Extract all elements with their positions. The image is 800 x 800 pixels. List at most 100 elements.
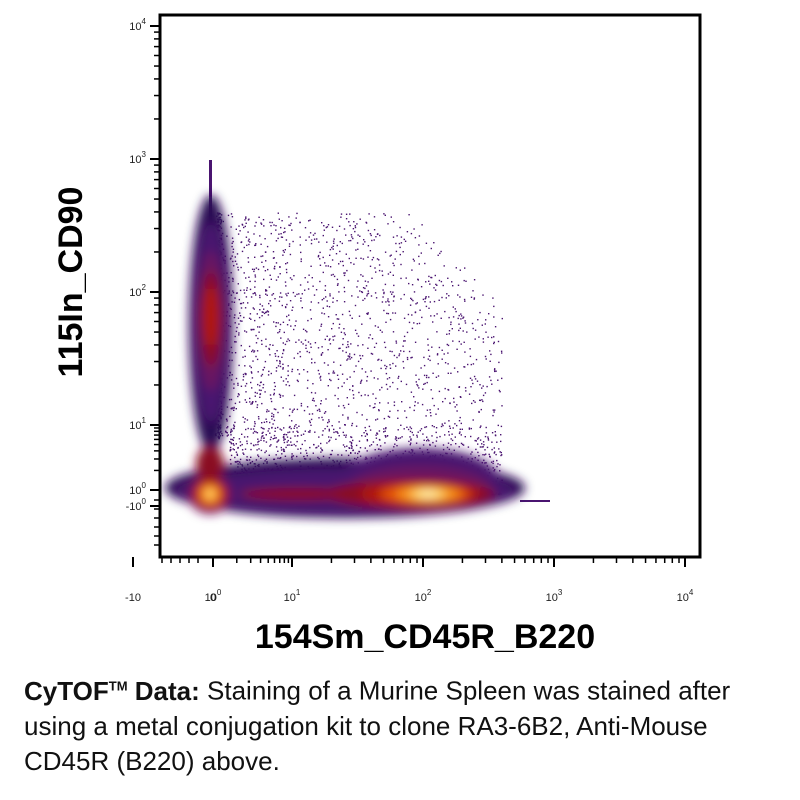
scatter-point: [436, 436, 438, 439]
scatter-point: [360, 257, 362, 259]
scatter-point: [275, 408, 277, 411]
scatter-point: [289, 300, 292, 302]
scatter-point: [239, 458, 242, 461]
scatter-point: [364, 394, 366, 396]
scatter-point: [329, 295, 331, 297]
scatter-point: [277, 450, 279, 452]
scatter-point: [279, 394, 282, 397]
scatter-point: [324, 411, 327, 413]
scatter-point: [416, 302, 418, 304]
scatter-point: [392, 362, 394, 365]
scatter-point: [329, 378, 331, 381]
scatter-point: [491, 432, 494, 434]
scatter-point: [258, 316, 261, 319]
scatter-point: [279, 361, 281, 363]
scatter-point: [327, 364, 329, 366]
scatter-point: [290, 427, 292, 430]
scatter-point: [343, 274, 346, 277]
scatter-point: [457, 317, 459, 320]
scatter-point: [255, 243, 257, 245]
scatter-point: [261, 373, 264, 376]
scatter-point: [234, 314, 236, 316]
scatter-point: [312, 452, 314, 454]
scatter-point: [259, 326, 261, 328]
scatter-point: [320, 354, 323, 356]
scatter-point: [277, 355, 280, 358]
scatter-point: [282, 342, 284, 344]
scatter-point: [348, 356, 351, 358]
scatter-point: [377, 378, 379, 380]
scatter-point: [348, 257, 350, 260]
scatter-point: [415, 381, 417, 383]
scatter-point: [235, 443, 237, 445]
scatter-point: [452, 306, 454, 308]
y-tick-label: 102: [129, 283, 146, 299]
scatter-point: [495, 370, 497, 372]
scatter-point: [331, 259, 334, 261]
scatter-point: [283, 439, 285, 441]
scatter-point: [328, 372, 330, 375]
scatter-point: [286, 340, 288, 343]
scatter-point: [244, 399, 246, 401]
scatter-point: [273, 434, 276, 437]
scatter-point: [256, 406, 258, 409]
scatter-point: [254, 280, 256, 283]
scatter-point: [253, 308, 255, 310]
scatter-point: [276, 350, 278, 352]
scatter-point: [270, 398, 272, 400]
scatter-point: [464, 320, 466, 322]
scatter-point: [454, 308, 456, 310]
scatter-point: [255, 294, 257, 296]
scatter-point: [241, 433, 243, 435]
scatter-point: [406, 331, 409, 334]
scatter-point: [259, 294, 261, 297]
scatter-point: [334, 394, 336, 397]
scatter-point: [250, 328, 252, 331]
scatter-point: [347, 358, 349, 360]
scatter-point: [260, 437, 263, 439]
scatter-point: [320, 323, 323, 325]
scatter-point: [254, 286, 256, 288]
scatter-point: [411, 298, 413, 301]
scatter-point: [448, 316, 450, 319]
scatter-point: [360, 394, 363, 397]
scatter-point: [273, 267, 275, 270]
scatter-point: [295, 424, 297, 426]
scatter-point: [277, 439, 280, 441]
scatter-point: [278, 218, 280, 220]
scatter-point: [332, 301, 334, 303]
scatter-point: [425, 281, 427, 283]
scatter-point: [385, 372, 388, 375]
scatter-point: [359, 218, 361, 220]
scatter-point: [446, 293, 448, 295]
scatter-point: [467, 446, 470, 448]
scatter-point: [427, 358, 429, 360]
scatter-point: [322, 430, 324, 432]
scatter-point: [238, 364, 240, 367]
scatter-point: [456, 404, 458, 406]
scatter-point: [254, 292, 256, 294]
scatter-point: [237, 269, 240, 271]
scatter-point: [338, 405, 340, 407]
scatter-point: [274, 427, 277, 429]
scatter-point: [300, 300, 302, 302]
scatter-point: [482, 341, 485, 343]
scatter-point: [457, 294, 459, 296]
scatter-point: [345, 218, 348, 220]
scatter-point: [256, 313, 258, 315]
scatter-point: [471, 322, 474, 325]
scatter-point: [353, 353, 356, 356]
scatter-point: [248, 345, 251, 348]
scatter-point: [380, 367, 382, 370]
scatter-point: [393, 446, 395, 448]
scatter-point: [339, 364, 342, 366]
scatter-point: [444, 362, 447, 364]
scatter-point: [336, 229, 338, 232]
scatter-point: [263, 312, 266, 315]
scatter-point: [424, 426, 426, 429]
scatter-point: [283, 227, 286, 229]
scatter-point: [362, 275, 364, 277]
scatter-point: [448, 434, 450, 436]
scatter-point: [320, 400, 322, 402]
scatter-point: [297, 435, 299, 437]
